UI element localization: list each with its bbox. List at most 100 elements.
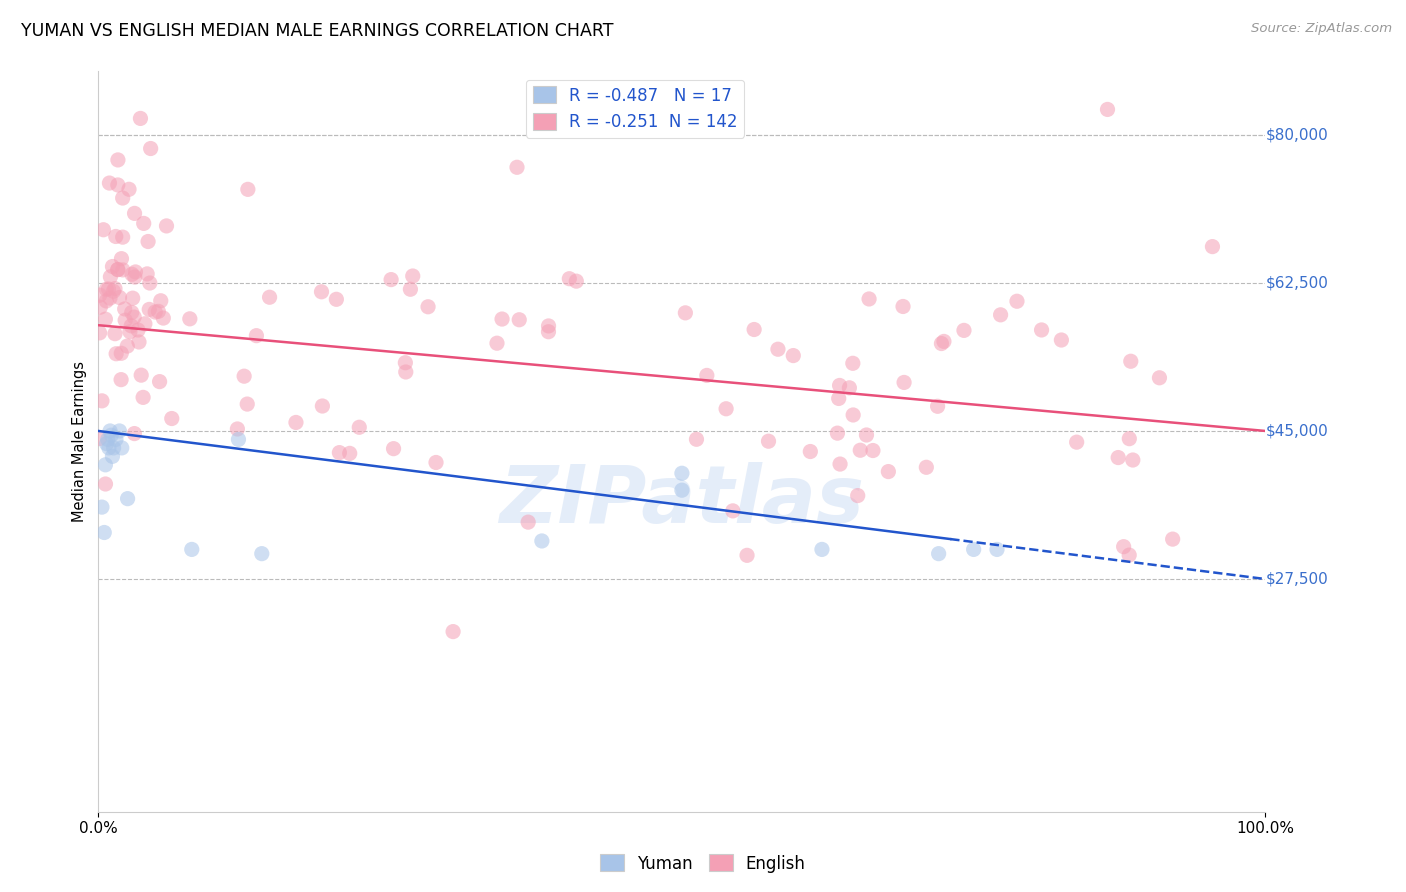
- Point: [107, 262, 129, 277]
- Point: [828, 392, 851, 406]
- Point: [758, 434, 780, 449]
- Point: [284, 416, 307, 430]
- Point: [1201, 239, 1223, 253]
- Point: [108, 291, 131, 305]
- Point: [179, 311, 201, 326]
- Point: [104, 229, 127, 244]
- Point: [149, 375, 172, 389]
- Point: [1097, 103, 1119, 117]
- Point: [111, 191, 134, 205]
- Point: [1031, 323, 1053, 337]
- Point: [100, 428, 122, 442]
- Point: [114, 301, 136, 316]
- Point: [143, 305, 166, 319]
- Point: [124, 426, 146, 441]
- Text: ZIPatlas: ZIPatlas: [499, 462, 865, 540]
- Point: [685, 432, 707, 446]
- Point: [107, 262, 129, 277]
- Point: [671, 467, 693, 481]
- Point: [671, 483, 693, 498]
- Point: [245, 328, 267, 343]
- Point: [565, 274, 588, 288]
- Legend: Yuman, English: Yuman, English: [593, 847, 813, 880]
- Point: [111, 230, 134, 244]
- Point: [311, 399, 333, 413]
- Point: [1161, 532, 1184, 546]
- Point: [508, 312, 530, 326]
- Point: [742, 322, 765, 336]
- Point: [558, 271, 581, 285]
- Point: [98, 424, 121, 438]
- Point: [117, 339, 139, 353]
- Point: [1112, 540, 1135, 554]
- Point: [827, 426, 849, 441]
- Point: [104, 326, 127, 341]
- Point: [714, 401, 737, 416]
- Point: [782, 349, 804, 363]
- Point: [121, 267, 143, 281]
- Point: [103, 285, 125, 299]
- Point: [842, 408, 865, 422]
- Point: [1118, 548, 1140, 562]
- Point: [94, 458, 117, 472]
- Point: [349, 420, 371, 434]
- Point: [259, 290, 281, 304]
- Point: [124, 206, 146, 220]
- Point: [180, 542, 202, 557]
- Point: [103, 441, 125, 455]
- Point: [1149, 371, 1171, 385]
- Point: [485, 336, 508, 351]
- Point: [328, 445, 350, 459]
- Point: [93, 525, 115, 540]
- Point: [891, 300, 914, 314]
- Point: [132, 390, 155, 404]
- Point: [108, 424, 131, 438]
- Point: [128, 334, 150, 349]
- Point: [1107, 450, 1129, 465]
- Point: [858, 292, 880, 306]
- Point: [101, 450, 124, 464]
- Point: [138, 302, 160, 317]
- Point: [155, 219, 177, 233]
- Point: [129, 112, 152, 126]
- Point: [90, 500, 112, 515]
- Point: [98, 291, 121, 305]
- Text: $27,500: $27,500: [1265, 572, 1329, 587]
- Point: [1118, 432, 1140, 446]
- Point: [506, 161, 529, 175]
- Point: [382, 442, 405, 456]
- Point: [735, 549, 758, 563]
- Point: [395, 365, 418, 379]
- Point: [98, 176, 121, 190]
- Point: [402, 268, 425, 283]
- Point: [101, 260, 124, 274]
- Point: [114, 313, 136, 327]
- Legend: R = -0.487   N = 17, R = -0.251  N = 142: R = -0.487 N = 17, R = -0.251 N = 142: [526, 79, 745, 137]
- Text: Source: ZipAtlas.com: Source: ZipAtlas.com: [1251, 22, 1392, 36]
- Point: [100, 269, 122, 284]
- Point: [325, 293, 347, 307]
- Point: [129, 368, 152, 383]
- Point: [986, 542, 1008, 557]
- Point: [94, 312, 117, 326]
- Point: [846, 489, 869, 503]
- Point: [149, 293, 172, 308]
- Text: $80,000: $80,000: [1265, 128, 1329, 143]
- Point: [134, 317, 156, 331]
- Point: [877, 465, 900, 479]
- Point: [93, 223, 115, 237]
- Point: [828, 457, 851, 471]
- Point: [236, 182, 259, 196]
- Point: [136, 235, 159, 249]
- Point: [962, 542, 984, 557]
- Point: [250, 547, 273, 561]
- Point: [394, 356, 416, 370]
- Point: [89, 288, 111, 302]
- Point: [990, 308, 1012, 322]
- Point: [91, 393, 114, 408]
- Point: [311, 285, 333, 299]
- Point: [160, 411, 183, 425]
- Point: [236, 397, 259, 411]
- Point: [118, 182, 141, 196]
- Point: [517, 515, 540, 529]
